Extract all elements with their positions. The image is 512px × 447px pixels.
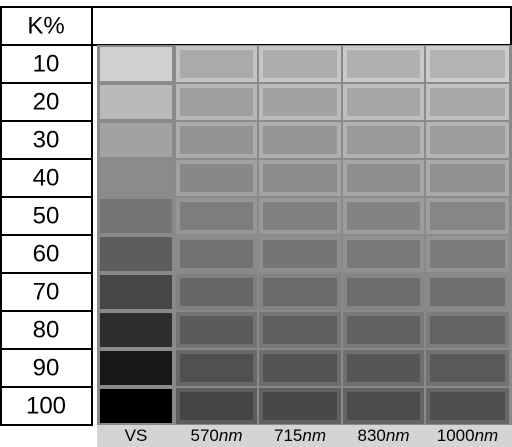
patch	[100, 123, 172, 157]
patch	[347, 278, 420, 306]
patch	[180, 88, 253, 116]
patch	[347, 164, 420, 192]
patch	[100, 389, 172, 423]
patch	[100, 313, 172, 347]
patch	[100, 47, 172, 81]
column-value: 570	[191, 426, 219, 445]
patch	[180, 50, 253, 78]
patch	[347, 50, 420, 78]
patch	[100, 351, 172, 385]
column-unit: nm	[475, 426, 499, 445]
header-label: K%	[27, 12, 64, 39]
patch	[263, 240, 337, 268]
row-label: 100	[26, 392, 66, 419]
patch	[263, 278, 337, 306]
patch	[347, 240, 420, 268]
column-value: 1000	[437, 426, 475, 445]
patch	[430, 88, 505, 116]
column-unit: nm	[302, 426, 326, 445]
patch	[180, 202, 253, 230]
patch	[263, 50, 337, 78]
patch	[180, 126, 253, 154]
patch	[430, 316, 505, 344]
patch	[263, 164, 337, 192]
patch	[347, 354, 420, 382]
column-label: VS	[125, 426, 148, 445]
patch	[263, 202, 337, 230]
patch	[263, 354, 337, 382]
row-label: 70	[33, 278, 60, 305]
patch	[100, 237, 172, 271]
patch	[430, 126, 505, 154]
patch	[430, 278, 505, 306]
patch	[180, 354, 253, 382]
row-label: 20	[33, 88, 60, 115]
row-label: 90	[33, 354, 60, 381]
patch	[430, 354, 505, 382]
patch	[430, 240, 505, 268]
patch	[263, 316, 337, 344]
column-label: 1000nm	[437, 426, 498, 445]
column-value: VS	[125, 426, 148, 445]
column-label: 570nm	[191, 426, 243, 445]
patch	[180, 164, 253, 192]
patch	[347, 88, 420, 116]
patch	[263, 392, 337, 420]
row-label: 10	[33, 50, 60, 77]
header-blank	[92, 7, 511, 45]
column-label: 830nm	[358, 426, 410, 445]
patch	[180, 240, 253, 268]
column-unit: nm	[386, 426, 410, 445]
row-label: 40	[33, 164, 60, 191]
column-unit: nm	[219, 426, 243, 445]
patch	[347, 202, 420, 230]
patch	[347, 126, 420, 154]
figure: K% 102030405060708090100VS570nm715nm830n…	[0, 0, 512, 447]
column-value: 715	[274, 426, 302, 445]
row-label: 30	[33, 126, 60, 153]
patch	[430, 164, 505, 192]
patch	[100, 199, 172, 233]
patch	[430, 392, 505, 420]
patch	[263, 88, 337, 116]
patch	[347, 316, 420, 344]
patch	[347, 392, 420, 420]
patch	[263, 126, 337, 154]
patch	[180, 278, 253, 306]
patch	[180, 316, 253, 344]
column-label: 715nm	[274, 426, 326, 445]
patch	[100, 161, 172, 195]
row-label: 80	[33, 316, 60, 343]
patch	[430, 202, 505, 230]
column-value: 830	[358, 426, 386, 445]
patch	[100, 275, 172, 309]
row-label: 50	[33, 202, 60, 229]
patch	[180, 392, 253, 420]
patch	[100, 85, 172, 119]
patch	[430, 50, 505, 78]
row-label: 60	[33, 240, 60, 267]
